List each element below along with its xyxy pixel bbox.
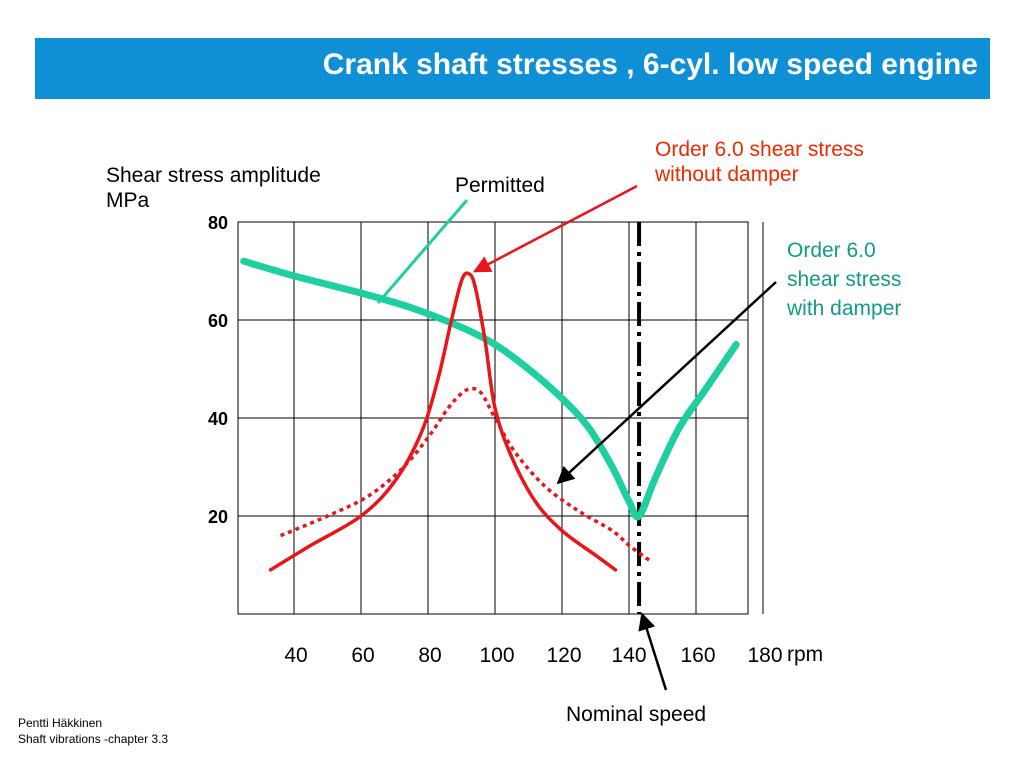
x-tick-label: 120	[546, 644, 581, 667]
y-axis-label: Shear stress amplitude MPa	[106, 163, 321, 213]
order-without-damper-line1: Order 6.0 shear stress	[655, 138, 864, 161]
footer: Pentti Häkkinen Shaft vibrations -chapte…	[18, 715, 168, 747]
x-axis-unit: rpm	[787, 643, 824, 666]
x-tick-label: 80	[418, 644, 441, 667]
y-tick-label: 20	[208, 507, 228, 527]
nominal-speed-arrow	[638, 612, 668, 691]
x-tick-label: 140	[611, 644, 646, 667]
x-tick-label: 60	[351, 644, 374, 667]
order-with-damper-curve	[279, 386, 651, 562]
order-without-damper-line2: without damper	[655, 163, 799, 187]
order-with-damper-line2: shear stress	[787, 267, 902, 291]
order-without-damper-curve	[268, 271, 618, 572]
x-tick-label: 180	[747, 644, 782, 667]
y-tick-label: 60	[208, 311, 228, 331]
y-tick-label: 80	[208, 213, 228, 233]
permitted-leader	[376, 199, 469, 304]
without-damper-arrow	[472, 184, 638, 273]
y-axis-label-line1: Shear stress amplitude	[106, 164, 321, 187]
footer-author: Pentti Häkkinen	[18, 716, 103, 730]
order-with-damper-line3: with damper	[787, 296, 902, 320]
order-with-damper-line1: Order 6.0	[787, 239, 876, 262]
order-with-damper-label: Order 6.0 shear stress with damper	[787, 237, 901, 323]
nominal-speed-label: Nominal speed	[566, 703, 707, 726]
footer-course: Shaft vibrations -chapter 3.3	[18, 732, 169, 746]
y-axis-label-line2: MPa	[106, 189, 150, 213]
x-tick-label: 100	[479, 644, 514, 667]
with-damper-arrow	[556, 281, 777, 485]
permitted-label: Permitted	[455, 174, 545, 197]
x-tick-label: 160	[680, 644, 715, 667]
title-bar: Crank shaft stresses , 6-cyl. low speed …	[35, 38, 990, 99]
y-tick-label: 40	[208, 409, 228, 429]
x-tick-label: 40	[284, 644, 307, 667]
order-without-damper-label: Order 6.0 shear stress without damper	[655, 137, 864, 187]
page-title: Crank shaft stresses , 6-cyl. low speed …	[322, 48, 978, 81]
